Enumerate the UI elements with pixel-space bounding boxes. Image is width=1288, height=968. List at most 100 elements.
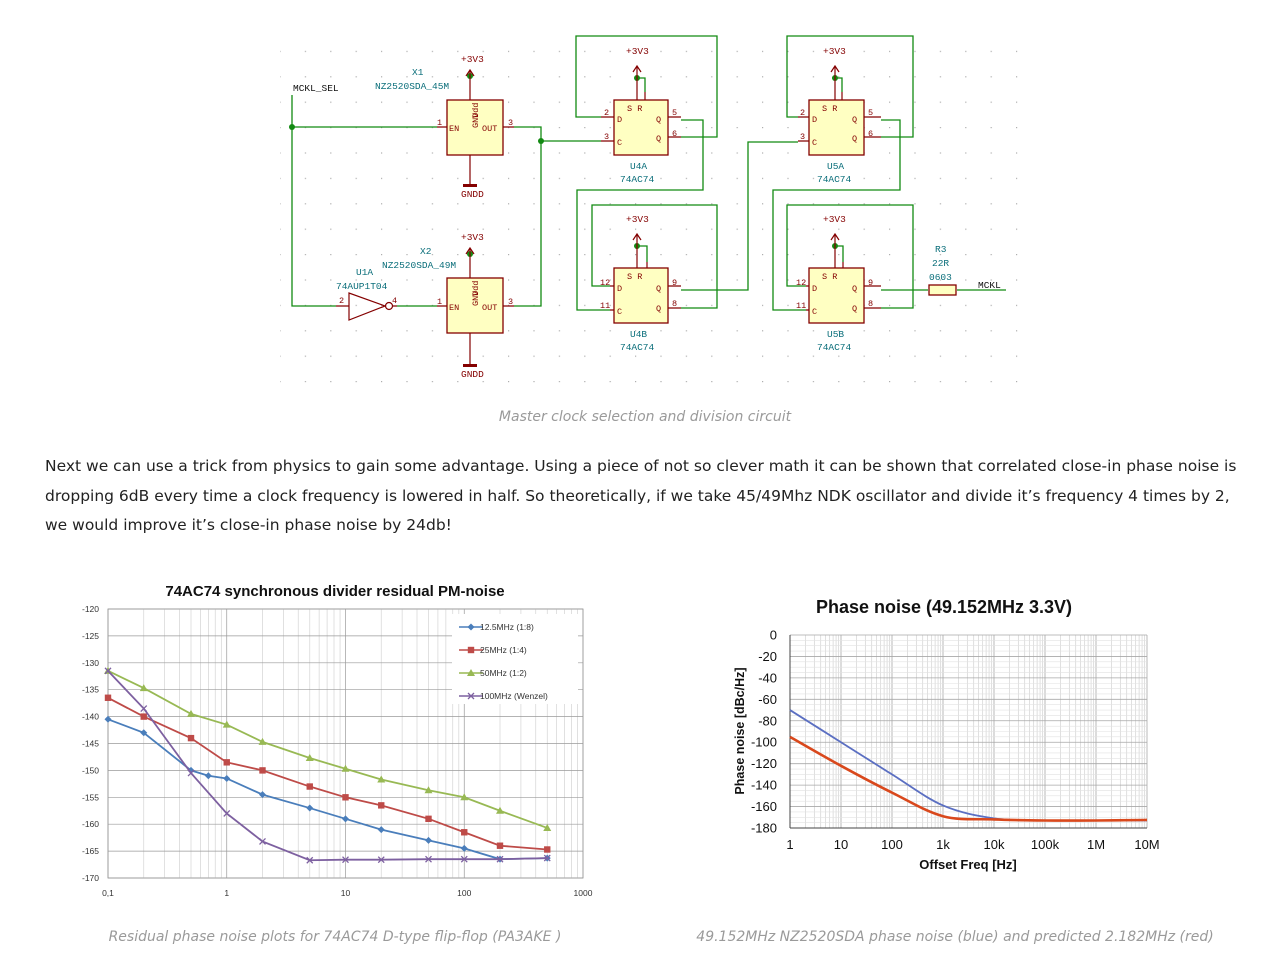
svg-text:Q: Q <box>656 134 661 144</box>
schematic-diagram: MCKL_SEL MCKL X1 NZ2520SDA_45M X2 NZ2520… <box>280 30 1030 385</box>
data-point <box>187 734 195 742</box>
data-point <box>259 837 266 845</box>
y-tick-label: -145 <box>82 739 99 749</box>
series-line <box>107 670 548 829</box>
u5b-value: 74AC74 <box>817 342 852 353</box>
x-tick-label: 1 <box>224 888 229 898</box>
data-point <box>306 856 314 864</box>
data-point <box>378 802 385 809</box>
data-point <box>204 772 212 780</box>
x-tick-label: 1000 <box>574 888 593 898</box>
svg-text:11: 11 <box>796 301 806 311</box>
schematic-wires <box>291 35 1006 311</box>
svg-text:Vdd: Vdd <box>471 281 481 296</box>
svg-text:6: 6 <box>672 129 677 139</box>
x2-ref: X2 <box>420 246 432 257</box>
data-point <box>377 775 386 783</box>
y-tick-label: -80 <box>758 713 777 728</box>
data-point <box>377 856 385 864</box>
vcc-u5b: +3V3 <box>823 214 846 225</box>
r3-ref: R3 <box>935 244 947 255</box>
svg-text:8: 8 <box>672 299 677 309</box>
data-point <box>495 806 504 814</box>
data-point <box>461 829 468 836</box>
y-tick-label: -120 <box>82 604 99 614</box>
u4a-ref: U4A <box>630 161 647 172</box>
data-point <box>460 793 469 801</box>
svg-text:S R: S R <box>627 104 642 114</box>
data-point <box>425 855 432 863</box>
svg-text:5: 5 <box>868 108 873 118</box>
svg-text:D: D <box>812 284 817 294</box>
svg-text:2: 2 <box>339 296 344 306</box>
x-axis-label: Offset Freq [Hz] <box>919 857 1017 872</box>
svg-text:9: 9 <box>868 278 873 288</box>
svg-text:S R: S R <box>822 104 837 114</box>
vcc-u5a: +3V3 <box>823 46 846 57</box>
data-point <box>543 823 552 831</box>
data-point <box>104 715 112 723</box>
svg-text:C: C <box>812 138 817 148</box>
x-tick-label: 10 <box>834 837 848 852</box>
y-tick-label: 0 <box>770 628 777 643</box>
svg-text:Vdd: Vdd <box>471 103 481 118</box>
svg-text:3: 3 <box>604 132 609 142</box>
y-tick-label: -100 <box>751 735 777 750</box>
data-point <box>424 786 433 794</box>
svg-text:Q: Q <box>656 284 661 294</box>
x1-value: NZ2520SDA_45M <box>375 81 449 92</box>
gnd-x2: GNDD <box>461 369 484 380</box>
svg-text:C: C <box>617 307 622 317</box>
data-point <box>140 729 148 737</box>
data-point <box>259 767 266 774</box>
series-3 <box>104 667 551 864</box>
net-label-mckl-sel: MCKL_SEL <box>293 83 339 94</box>
series-line-1 <box>789 735 1148 822</box>
vcc-u4a: +3V3 <box>626 46 649 57</box>
data-point <box>467 692 475 700</box>
data-point <box>187 709 196 717</box>
svg-text:3: 3 <box>508 118 513 128</box>
svg-text:OUT: OUT <box>482 303 497 313</box>
schematic-caption: Master clock selection and division circ… <box>498 409 792 425</box>
y-tick-label: -120 <box>751 756 777 771</box>
data-point <box>140 713 147 720</box>
right-chart-caption: 49.152MHz NZ2520SDA phase noise (blue) a… <box>696 929 1214 945</box>
data-point <box>377 826 385 834</box>
svg-text:2: 2 <box>604 108 609 118</box>
left-chart-caption: Residual phase noise plots for 74AC74 D-… <box>108 929 562 945</box>
x-tick-label: 10k <box>984 837 1005 852</box>
y-tick-label: -40 <box>758 670 777 685</box>
series-line <box>107 696 548 851</box>
data-point <box>139 684 148 692</box>
svg-text:3: 3 <box>508 297 513 307</box>
gnd-x1: GNDD <box>461 189 484 200</box>
x2-value: NZ2520SDA_49M <box>382 260 456 271</box>
data-point <box>223 759 230 766</box>
net-label-mckl: MCKL <box>978 280 1001 291</box>
y-tick-label: -135 <box>82 685 99 695</box>
vcc-x1: +3V3 <box>461 54 484 65</box>
data-point <box>187 769 195 777</box>
data-point <box>306 783 313 790</box>
u4a-value: 74AC74 <box>620 174 655 185</box>
vcc-x2: +3V3 <box>461 232 484 243</box>
data-point <box>342 794 349 801</box>
data-point <box>258 791 266 799</box>
legend-label: 25MHz (1:4) <box>480 645 527 655</box>
data-point <box>305 754 314 762</box>
svg-text:Q: Q <box>656 304 661 314</box>
svg-text:4: 4 <box>392 296 397 306</box>
y-tick-label: -20 <box>758 649 777 664</box>
x-tick-label: 100k <box>1031 837 1060 852</box>
u4b-ref: U4B <box>630 329 647 340</box>
svg-text:11: 11 <box>600 301 610 311</box>
x-tick-label: 100 <box>881 837 903 852</box>
data-point <box>467 646 475 654</box>
x-tick-label: 10 <box>341 888 351 898</box>
svg-text:5: 5 <box>672 108 677 118</box>
svg-text:OUT: OUT <box>482 124 497 134</box>
series-line <box>107 670 548 862</box>
y-axis-label: Phase noise [dBc/Hz] <box>733 667 747 794</box>
svg-text:Q: Q <box>656 115 661 125</box>
